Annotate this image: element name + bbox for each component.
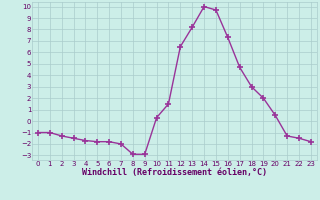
X-axis label: Windchill (Refroidissement éolien,°C): Windchill (Refroidissement éolien,°C) [82,168,267,177]
